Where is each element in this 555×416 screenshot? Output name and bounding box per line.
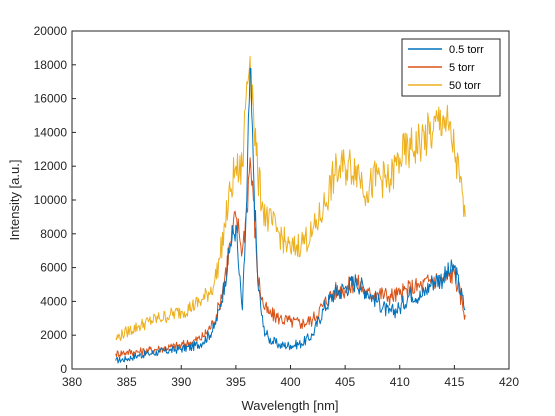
x-tick-label: 415 xyxy=(444,375,464,389)
legend-label-1: 5 torr xyxy=(449,62,475,74)
x-tick-label: 410 xyxy=(390,375,410,389)
y-tick-label: 18000 xyxy=(34,58,68,72)
series-line-5-torr xyxy=(115,157,466,358)
series-line-0-5-torr xyxy=(115,67,466,364)
x-tick-label: 405 xyxy=(335,375,355,389)
y-tick-label: 14000 xyxy=(34,125,68,139)
x-tick-label: 395 xyxy=(226,375,246,389)
x-axis-label: Wavelength [nm] xyxy=(241,398,338,413)
x-tick-label: 390 xyxy=(171,375,191,389)
y-tick-label: 12000 xyxy=(34,159,68,173)
y-tick-label: 2000 xyxy=(40,328,67,342)
legend-label-2: 50 torr xyxy=(449,80,481,92)
y-tick-label: 16000 xyxy=(34,92,68,106)
y-axis-label: Intensity [a.u.] xyxy=(7,160,22,241)
x-tick-label: 400 xyxy=(280,375,300,389)
y-tick-label: 10000 xyxy=(34,193,68,207)
x-tick-label: 380 xyxy=(62,375,82,389)
y-tick-label: 8000 xyxy=(40,227,67,241)
axis-layer: 380 385 390 395 400 405 410 415 420 0 2000 4000 6000… xyxy=(34,24,520,389)
y-tick-label: 6000 xyxy=(40,261,67,275)
series-layer xyxy=(115,55,466,364)
x-tick-label: 420 xyxy=(499,375,519,389)
series-line-50-torr xyxy=(115,55,466,341)
y-tick-label: 20000 xyxy=(34,24,68,38)
legend-label-0: 0.5 torr xyxy=(449,44,484,56)
legend: 0.5 torr 5 torr 50 torr xyxy=(401,38,501,97)
x-tick-label: 385 xyxy=(117,375,137,389)
y-tick-label: 0 xyxy=(60,362,67,376)
y-tick-label: 4000 xyxy=(40,294,67,308)
